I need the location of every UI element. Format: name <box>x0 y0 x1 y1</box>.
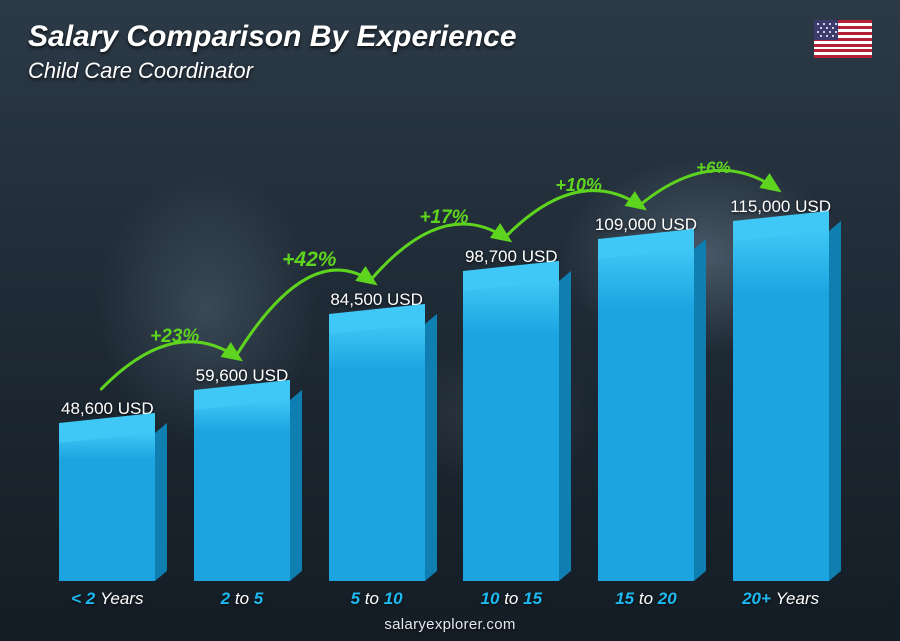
bar <box>329 324 425 581</box>
category-label: 5 to 10 <box>351 589 403 609</box>
bars-container: 48,600 USD< 2 Years59,600 USD2 to 584,50… <box>40 120 848 581</box>
category-label: 15 to 20 <box>615 589 677 609</box>
bar-group: 84,500 USD5 to 10 <box>309 290 444 581</box>
bar <box>194 400 290 581</box>
bar <box>463 281 559 581</box>
bar-group: 48,600 USD< 2 Years <box>40 399 175 581</box>
category-label: 2 to 5 <box>221 589 264 609</box>
title-main: Salary Comparison By Experience <box>28 20 517 54</box>
category-label: < 2 Years <box>71 589 143 609</box>
bar <box>59 433 155 581</box>
bar-group: 109,000 USD15 to 20 <box>579 215 714 581</box>
header: Salary Comparison By Experience Child Ca… <box>28 20 872 84</box>
bar-group: 59,600 USD2 to 5 <box>175 366 310 581</box>
bar-group: 115,000 USD20+ Years <box>713 197 848 581</box>
title-sub: Child Care Coordinator <box>28 58 517 84</box>
bar <box>598 249 694 581</box>
bar <box>733 231 829 581</box>
category-label: 10 to 15 <box>481 589 543 609</box>
flag-icon <box>814 20 872 58</box>
bar-group: 98,700 USD10 to 15 <box>444 247 579 581</box>
title-block: Salary Comparison By Experience Child Ca… <box>28 20 517 84</box>
footer-attribution: salaryexplorer.com <box>0 616 900 633</box>
chart-area: +23%+42%+17%+10%+6% 48,600 USD< 2 Years5… <box>40 120 848 581</box>
category-label: 20+ Years <box>742 589 819 609</box>
